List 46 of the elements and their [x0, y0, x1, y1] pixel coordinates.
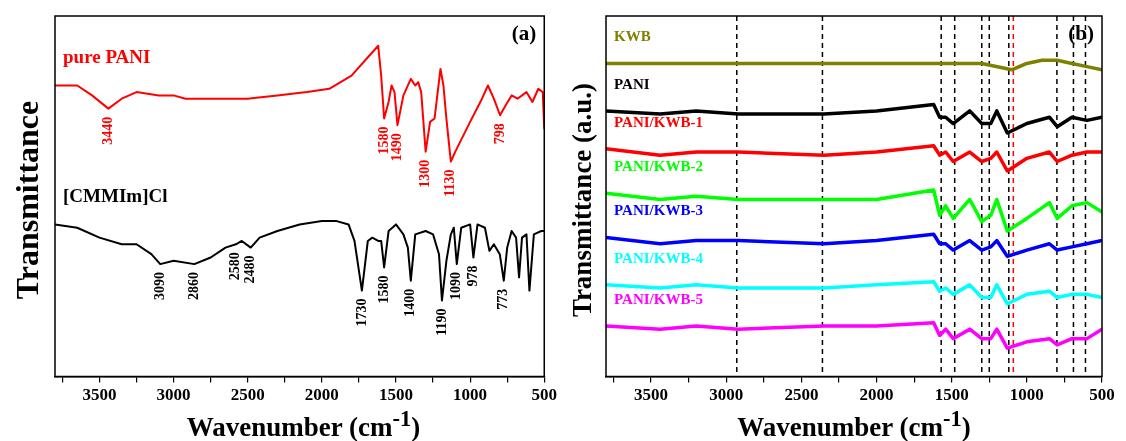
annotation: 978 — [464, 265, 480, 287]
x-tick-label: 2000 — [859, 385, 894, 405]
annotation: 1580 — [375, 126, 391, 155]
annotation: 1400 — [402, 288, 418, 317]
x-tick-label: 1500 — [934, 385, 969, 405]
x-tick-label: 3500 — [634, 385, 669, 405]
annotation: 1490 — [389, 133, 405, 162]
y-axis-title: Transmittance — [9, 100, 45, 300]
series-label: PANI/KWB-1 — [614, 113, 703, 130]
x-tick-label: 2500 — [784, 385, 819, 405]
x-tick-label: 1500 — [378, 385, 413, 405]
series-label: PANI/KWB-4 — [614, 249, 704, 266]
annotation: 1300 — [417, 159, 433, 188]
x-tick-label: 2500 — [230, 385, 265, 405]
annotation: 1730 — [353, 298, 369, 327]
series-label: PANI/KWB-2 — [614, 158, 703, 175]
chart-title: (b) — [1068, 20, 1094, 45]
annotation: 1130 — [442, 169, 458, 197]
annotation: 1090 — [448, 272, 464, 301]
x-tick-label: 3000 — [156, 385, 191, 405]
x-tick-label: 500 — [531, 385, 557, 405]
annotation: 798 — [491, 123, 507, 145]
y-axis-title: Transmittance (a.u.) — [566, 82, 597, 318]
x-tick-label: 3500 — [82, 385, 117, 405]
annotation: 1190 — [433, 308, 449, 336]
annotation: 3440 — [99, 116, 115, 145]
series-label: PANI/KWB-5 — [614, 290, 703, 307]
annotation: 2480 — [242, 255, 258, 284]
series-label: pure PANI — [63, 46, 151, 68]
x-tick-label: 1000 — [453, 385, 488, 405]
chart-title: (a) — [511, 20, 537, 45]
series-label: KWB — [614, 28, 651, 45]
x-tick-label: 1000 — [1009, 385, 1044, 405]
annotation: 773 — [495, 288, 511, 310]
x-tick-label: 500 — [1089, 385, 1115, 405]
x-tick-label: 3000 — [709, 385, 744, 405]
annotation: 3090 — [151, 272, 167, 301]
x-tick-label: 2000 — [304, 385, 339, 405]
series-label: PANI — [614, 75, 650, 92]
x-axis-title: Wavenumber (cm$^{-1}$) — [737, 406, 971, 441]
x-axis-title: Wavenumber (cm$^{-1}$) — [186, 406, 421, 441]
series-label: [CMMIm]Cl — [63, 185, 168, 207]
series-label: PANI/KWB-3 — [614, 202, 703, 219]
annotation: 1580 — [375, 275, 391, 304]
annotation: 2860 — [185, 272, 201, 301]
annotation: 2580 — [227, 252, 243, 281]
